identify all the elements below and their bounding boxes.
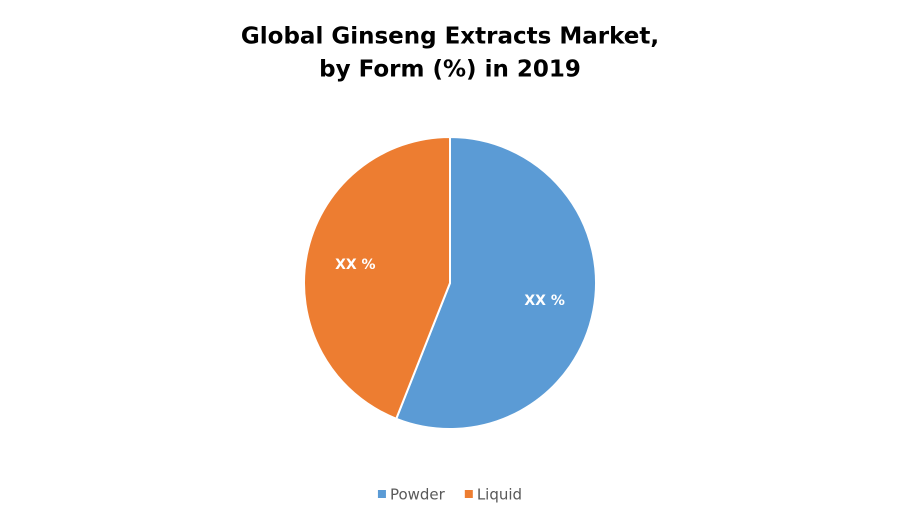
legend-label: Liquid: [477, 486, 522, 504]
legend-swatch: [464, 490, 473, 498]
chart-title: by Form (%) in 2019: [319, 57, 581, 83]
pie-slice: [303, 135, 451, 421]
legend-label: Powder: [390, 486, 446, 504]
chart-title: Global Ginseng Extracts Market,: [241, 24, 659, 50]
pie-slice: [394, 135, 597, 430]
data-label: XX %: [524, 293, 565, 309]
data-label: XX %: [335, 257, 376, 273]
legend-swatch: [377, 490, 386, 498]
